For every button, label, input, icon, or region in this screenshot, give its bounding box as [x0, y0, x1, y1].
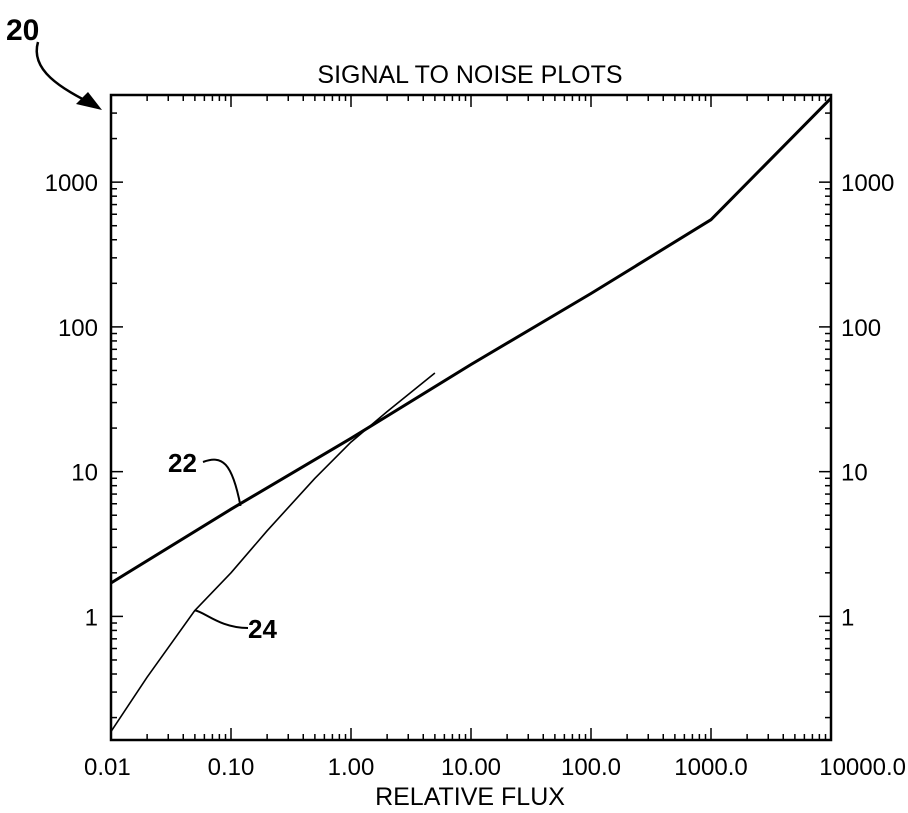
- y-tick-label-right: 100: [841, 315, 881, 342]
- y-tick-label-right: 10: [841, 460, 868, 487]
- minor-ticks: [111, 95, 831, 740]
- x-tick-labels: 0.01 0.10 1.00 10.00 100.0 1000.0 10000.0: [84, 754, 906, 781]
- figure-arrow-head: [76, 92, 102, 110]
- series-label-24: 24: [248, 614, 277, 644]
- x-axis-label: RELATIVE FLUX: [375, 783, 565, 811]
- x-tick-label: 10000.0: [819, 754, 906, 781]
- y-tick-label-left: 10: [71, 460, 98, 487]
- y-tick-label-left: 1000: [45, 170, 98, 197]
- y-tick-labels: 1 1 10 10 100 100 1000 1000: [45, 170, 895, 631]
- x-tick-label: 0.10: [208, 754, 255, 781]
- y-tick-label-left: 1: [85, 604, 98, 631]
- leader-line-24: [195, 610, 248, 628]
- y-tick-label-right: 1000: [841, 170, 894, 197]
- x-tick-label: 1.00: [328, 754, 375, 781]
- series-reference-labels: 22 24: [168, 448, 277, 644]
- leader-line-22: [203, 460, 241, 506]
- figure-label: 20: [6, 14, 39, 47]
- series-lines: [111, 98, 831, 731]
- series-line-22: [111, 98, 831, 583]
- y-tick-label-right: 1: [841, 604, 854, 631]
- x-tick-label: 1000.0: [674, 754, 747, 781]
- x-tick-label: 10.00: [441, 754, 501, 781]
- plot-frame: [111, 95, 831, 740]
- x-tick-label: 100.0: [561, 754, 621, 781]
- major-ticks: [111, 95, 831, 740]
- x-tick-label: 0.01: [84, 754, 131, 781]
- series-label-22: 22: [168, 448, 197, 478]
- chart-title: SIGNAL TO NOISE PLOTS: [317, 61, 622, 89]
- y-tick-label-left: 100: [58, 315, 98, 342]
